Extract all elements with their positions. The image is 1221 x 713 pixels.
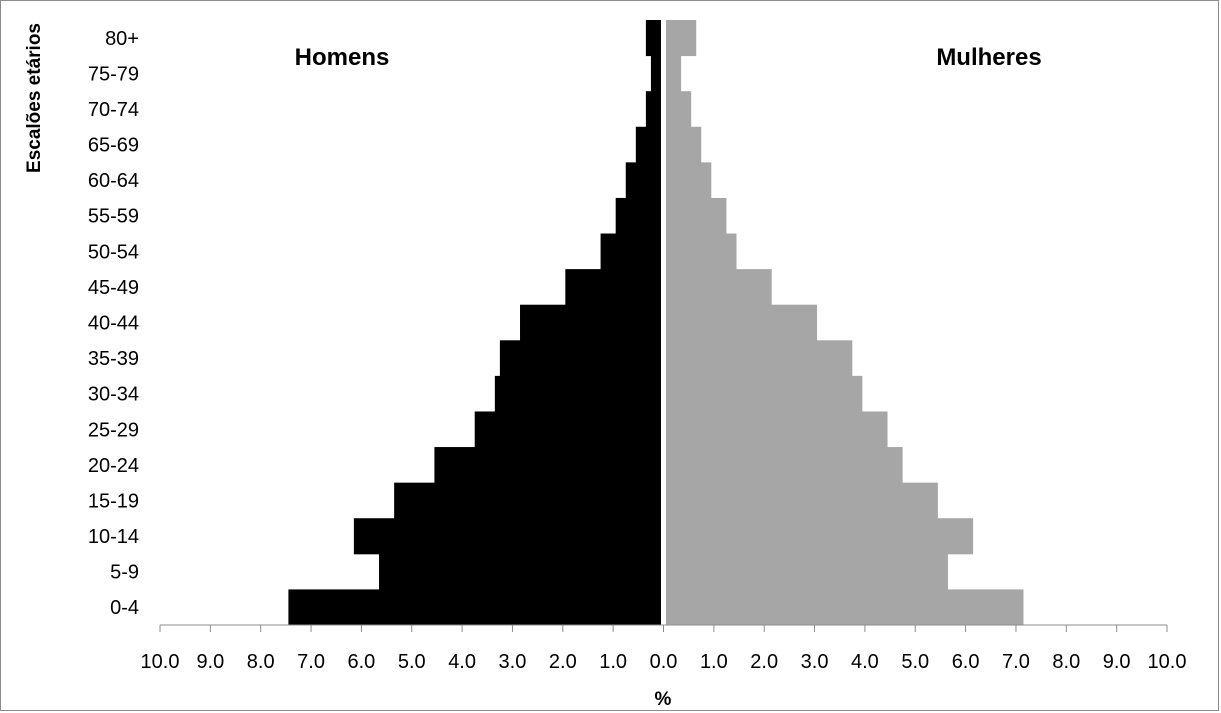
x-tick-label: 4.0 xyxy=(851,651,879,673)
y-tick-labels: 0-4 5-9 10-14 15-19 20-24 25-29 30-34 35-39 40-4… xyxy=(88,28,139,619)
bar-homens-15-19 xyxy=(394,482,661,519)
bar-homens-60-64 xyxy=(625,162,661,199)
bar-mulheres-20-24 xyxy=(666,447,903,484)
x-tick-label: 9.0 xyxy=(1103,651,1131,673)
bar-mulheres-5-9 xyxy=(666,553,948,590)
x-tick-label: 7.0 xyxy=(297,651,325,673)
x-axis xyxy=(159,624,1168,632)
bar-homens-20-24 xyxy=(434,447,661,484)
bar-mulheres-25-29 xyxy=(666,411,888,448)
y-tick-label: 65-69 xyxy=(88,135,139,157)
bar-homens-75-79 xyxy=(650,55,661,92)
bar-mulheres-45-49 xyxy=(666,269,772,306)
bar-homens-0-4 xyxy=(288,589,661,626)
y-tick-label: 75-79 xyxy=(88,63,139,85)
series-label-mulheres: Mulheres xyxy=(936,44,1041,71)
x-tick-label: 6.0 xyxy=(347,651,375,673)
x-tick-labels: 10.0 9.0 8.0 7.0 6.0 5.0 4.0 3.0 2.0 1.0 0.0 1.0 2.0… xyxy=(141,651,1187,673)
bar-homens-25-29 xyxy=(474,411,661,448)
y-tick-label: 45-49 xyxy=(88,277,139,299)
bar-mulheres-10-14 xyxy=(666,518,974,555)
x-tick-label: 8.0 xyxy=(247,651,275,673)
y-tick-label: 0-4 xyxy=(110,597,139,619)
y-tick-label: 30-34 xyxy=(88,384,139,406)
bar-mulheres-60-64 xyxy=(666,162,712,199)
x-tick-label: 10.0 xyxy=(1148,651,1187,673)
x-axis-title: % xyxy=(655,689,672,710)
bar-homens-10-14 xyxy=(353,518,661,555)
y-tick-label: 25-29 xyxy=(88,419,139,441)
bar-homens-55-59 xyxy=(615,197,661,235)
x-tick-label: 0.0 xyxy=(650,651,678,673)
y-tick-label: 50-54 xyxy=(88,241,139,263)
bar-mulheres-75-79 xyxy=(666,55,682,92)
y-tick-label: 70-74 xyxy=(88,99,139,121)
bar-homens-40-44 xyxy=(520,304,661,341)
bar-mulheres-65-69 xyxy=(666,126,702,163)
x-tick-label: 3.0 xyxy=(801,651,829,673)
x-tick-label: 4.0 xyxy=(448,651,476,673)
bar-homens-80+ xyxy=(645,20,661,57)
bar-mulheres-55-59 xyxy=(666,197,727,235)
bar-homens-30-34 xyxy=(494,375,661,412)
x-tick-label: 9.0 xyxy=(196,651,224,673)
bar-mulheres-80+ xyxy=(666,20,697,57)
x-tick-label: 3.0 xyxy=(499,651,527,673)
bar-mulheres-40-44 xyxy=(666,304,818,341)
y-axis-title: Escalões etários xyxy=(24,23,45,173)
bar-mulheres-15-19 xyxy=(666,482,938,519)
x-tick-label: 5.0 xyxy=(398,651,426,673)
x-tick-label: 8.0 xyxy=(1052,651,1080,673)
x-tick-label: 1.0 xyxy=(700,651,728,673)
y-tick-label: 15-19 xyxy=(88,490,139,512)
series-label-homens: Homens xyxy=(295,44,390,71)
x-tick-label: 5.0 xyxy=(901,651,929,673)
y-tick-label: 60-64 xyxy=(88,170,139,192)
bars-group xyxy=(288,20,1024,626)
bar-homens-45-49 xyxy=(565,269,661,306)
y-tick-label: 5-9 xyxy=(110,562,139,584)
y-tick-label: 10-14 xyxy=(88,526,139,548)
y-tick-label: 20-24 xyxy=(88,455,139,477)
y-tick-label: 80+ xyxy=(105,28,139,50)
bar-homens-50-54 xyxy=(600,233,661,270)
bar-mulheres-35-39 xyxy=(666,340,853,377)
x-tick-label: 7.0 xyxy=(1002,651,1030,673)
x-tick-label: 1.0 xyxy=(599,651,627,673)
x-tick-label: 6.0 xyxy=(952,651,980,673)
y-tick-label: 40-44 xyxy=(88,313,139,335)
bar-mulheres-70-74 xyxy=(666,91,692,128)
bar-mulheres-0-4 xyxy=(666,589,1024,626)
x-tick-label: 2.0 xyxy=(549,651,577,673)
bar-homens-5-9 xyxy=(379,553,661,590)
x-tick-label: 2.0 xyxy=(750,651,778,673)
y-tick-label: 55-59 xyxy=(88,206,139,228)
x-tick-label: 10.0 xyxy=(141,651,180,673)
bar-homens-70-74 xyxy=(645,91,661,128)
bar-homens-65-69 xyxy=(635,126,661,163)
bar-mulheres-30-34 xyxy=(666,375,863,412)
y-tick-label: 35-39 xyxy=(88,348,139,370)
bar-homens-35-39 xyxy=(499,340,661,377)
bar-mulheres-50-54 xyxy=(666,233,737,270)
